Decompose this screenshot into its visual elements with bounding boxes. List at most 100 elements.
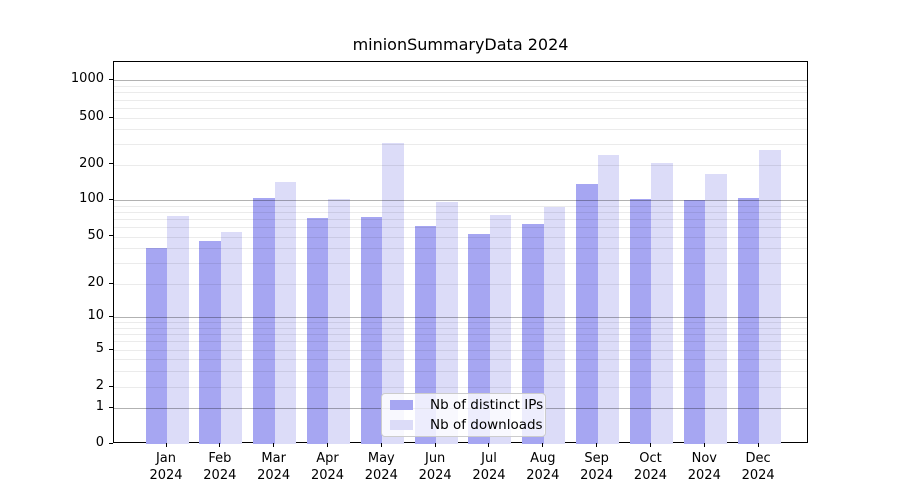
bar-downloads-jul: [489, 215, 512, 444]
legend-row-downloads: Nb of downloads: [390, 417, 543, 433]
x-tick-label-mar: Mar 2024: [246, 450, 302, 484]
gridline-minor: [114, 218, 807, 220]
y-tick-mark: [109, 315, 113, 317]
gridline-minor: [114, 236, 807, 238]
gridline-minor: [114, 322, 807, 324]
bar-distinct-ips-dec: [737, 197, 760, 444]
gridline-minor: [114, 129, 807, 131]
legend-row-distinct-ips: Nb of distinct IPs: [390, 397, 543, 413]
x-tick-label-dec: Dec 2024: [730, 450, 786, 484]
x-tick-year: 2024: [633, 468, 668, 483]
y-tick-mark: [109, 385, 113, 387]
x-tick-month: Jun: [424, 451, 446, 466]
bar-downloads-oct: [651, 162, 673, 444]
x-tick-mark: [542, 443, 544, 447]
legend-swatch-distinct-ips: [390, 400, 413, 410]
legend: Nb of distinct IPs Nb of downloads: [381, 393, 546, 437]
y-tick-label: 1: [95, 399, 104, 414]
x-tick-label-aug: Aug 2024: [515, 450, 571, 484]
gridline-minor: [114, 387, 807, 388]
gridline-minor: [114, 92, 807, 94]
x-tick-label-sep: Sep 2024: [569, 450, 625, 484]
x-tick-month: Jan: [155, 451, 177, 466]
gridline-minor: [114, 85, 807, 87]
bar-distinct-ips-jul: [468, 234, 490, 444]
bar-distinct-ips-apr: [306, 218, 329, 444]
bar-distinct-ips-jan: [145, 248, 167, 444]
x-tick-label-apr: Apr 2024: [299, 450, 355, 484]
gridline-minor: [114, 359, 807, 360]
bar-distinct-ips-jun: [414, 226, 437, 444]
bar-distinct-ips-may: [360, 216, 383, 444]
y-tick-mark: [109, 78, 113, 80]
gridline-minor: [114, 226, 807, 228]
legend-label-distinct-ips: Nb of distinct IPs: [430, 397, 544, 413]
bar-downloads-nov: [705, 173, 727, 444]
y-tick-label: 50: [87, 227, 104, 243]
x-tick-month: Sep: [584, 451, 609, 466]
x-tick-year: 2024: [257, 468, 291, 483]
gridline-minor: [114, 108, 807, 109]
gridline-minor: [114, 284, 807, 285]
bar-downloads-apr: [328, 199, 350, 444]
x-tick-year: 2024: [526, 468, 560, 483]
x-tick-label-feb: Feb 2024: [192, 450, 248, 484]
y-tick-mark: [109, 198, 113, 200]
bar-distinct-ips-feb: [199, 240, 221, 444]
gridline-minor: [114, 99, 807, 101]
x-tick-month: Oct: [639, 451, 662, 466]
x-tick-mark: [434, 443, 436, 447]
x-tick-label-jun: Jun 2024: [407, 450, 463, 484]
bar-downloads-may: [382, 143, 404, 444]
gridline-minor: [114, 333, 807, 335]
x-tick-month: Mar: [261, 451, 286, 466]
x-tick-mark: [165, 443, 167, 447]
x-tick-mark: [380, 443, 382, 447]
bar-downloads-jan: [167, 215, 189, 444]
bar-downloads-feb: [220, 232, 243, 444]
x-tick-label-nov: Nov 2024: [676, 450, 732, 484]
x-tick-label-jan: Jan 2024: [138, 450, 194, 484]
y-tick-label: 2: [95, 378, 104, 393]
gridline-minor: [114, 370, 807, 372]
y-tick-label: 20: [87, 275, 104, 290]
gridline-major: [114, 317, 807, 318]
y-tick-mark: [109, 282, 113, 284]
bar-downloads-aug: [543, 207, 566, 444]
x-tick-mark: [703, 443, 705, 447]
x-tick-month: Nov: [691, 451, 717, 466]
legend-label-downloads: Nb of downloads: [430, 417, 543, 433]
x-tick-label-jul: Jul 2024: [461, 450, 517, 484]
x-tick-month: Feb: [208, 451, 232, 466]
y-tick-label: 5: [95, 341, 104, 356]
y-tick-label: 500: [79, 109, 104, 124]
gridline-minor: [114, 248, 807, 250]
bar-distinct-ips-sep: [576, 183, 598, 444]
gridline-minor: [114, 118, 807, 119]
x-tick-month: May: [367, 451, 395, 466]
x-tick-year: 2024: [580, 468, 614, 483]
y-tick-label: 200: [79, 155, 104, 171]
x-tick-label-may: May 2024: [353, 450, 409, 484]
y-tick-label: 1000: [70, 71, 104, 86]
gridline-minor: [114, 341, 807, 343]
gridline-minor: [114, 143, 807, 145]
y-tick-mark: [109, 116, 113, 118]
x-tick-year: 2024: [203, 468, 237, 483]
bar-distinct-ips-nov: [683, 200, 706, 444]
x-tick-year: 2024: [472, 468, 506, 483]
legend-swatch-downloads: [390, 420, 413, 430]
gridline-minor: [114, 164, 807, 166]
gridline-minor: [114, 262, 807, 264]
x-tick-mark: [757, 443, 759, 447]
bar-downloads-dec: [759, 150, 781, 444]
x-tick-year: 2024: [687, 468, 721, 483]
x-tick-year: 2024: [310, 468, 345, 483]
chart-title: minionSummaryData 2024: [352, 35, 569, 54]
x-tick-mark: [219, 443, 221, 447]
y-tick-mark: [109, 348, 113, 350]
x-tick-year: 2024: [364, 468, 398, 483]
x-tick-month: Dec: [745, 451, 771, 466]
plot-area: Nb of distinct IPs Nb of downloads: [113, 61, 808, 444]
